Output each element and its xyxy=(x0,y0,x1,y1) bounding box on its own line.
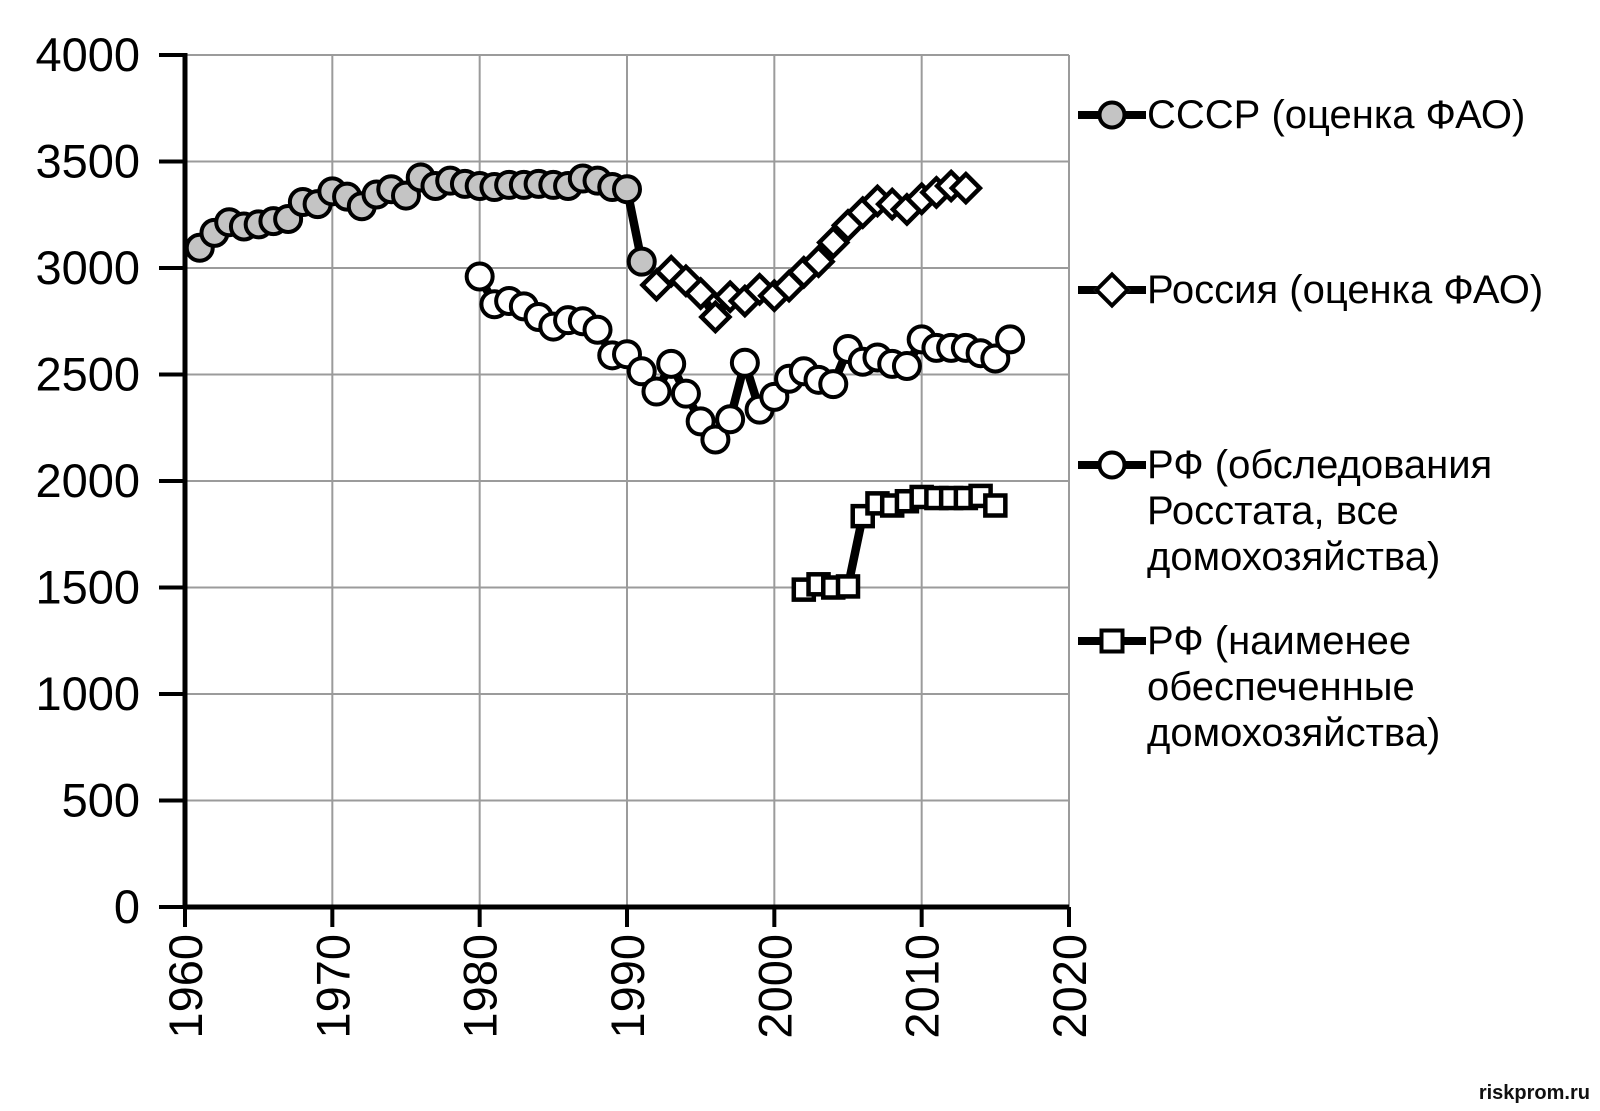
series-rf-rosstat-all-marker-1992 xyxy=(641,376,672,407)
y-tick-label-1500: 1500 xyxy=(35,561,140,614)
x-tick-label-1990: 1990 xyxy=(601,934,654,1039)
series-rf-rosstat-all-marker-2015 xyxy=(980,343,1011,374)
series-rf-rosstat-all-marker-2009 xyxy=(891,350,922,381)
series-rf-rosstat-all-marker-1994 xyxy=(670,378,701,409)
x-tick-label-2000: 2000 xyxy=(748,934,801,1039)
series-rf-rosstat-all-marker-2004 xyxy=(818,369,849,400)
series-rf-rosstat-all-marker-1988 xyxy=(582,314,613,345)
y-tick-label-1000: 1000 xyxy=(35,667,140,720)
legend-marker-ussr-fao-icon xyxy=(1078,100,1146,130)
legend-marker-rf-rosstat-all-icon xyxy=(1078,450,1146,480)
series-russia-fao-marker-2003 xyxy=(801,244,836,279)
y-tick-label-4000: 4000 xyxy=(35,28,140,81)
y-tick-label-0: 0 xyxy=(114,880,140,933)
legend-marker-rf-poorest-icon xyxy=(1078,628,1146,654)
series-rf-poorest-marker-2005 xyxy=(835,574,861,599)
legend-entry-rf-poorest: РФ (наименее обеспеченные домохозяйства) xyxy=(1078,618,1440,756)
legend-label-rf-rosstat-all: РФ (обследования Росстата, все домохозяй… xyxy=(1147,443,1493,579)
legend-entry-russia-fao: Россия (оценка ФАО) xyxy=(1078,267,1543,313)
y-tick-label-3000: 3000 xyxy=(35,241,140,294)
watermark: riskprom.ru xyxy=(1478,1082,1590,1104)
series-rf-rosstat-all-marker-1996 xyxy=(700,424,731,455)
y-tick-label-2000: 2000 xyxy=(35,454,140,507)
series-ussr-fao-marker-1991 xyxy=(626,246,657,277)
y-tick-label-2500: 2500 xyxy=(35,348,140,401)
y-tick-label-3500: 3500 xyxy=(35,135,140,188)
legend-label-ussr-fao: СССР (оценка ФАО) xyxy=(1147,93,1526,137)
x-tick-label-1970: 1970 xyxy=(306,934,359,1039)
x-tick-label-2020: 2020 xyxy=(1043,934,1096,1039)
y-tick-label-500: 500 xyxy=(62,774,140,827)
legend-entry-rf-rosstat-all: РФ (обследования Росстата, все домохозяй… xyxy=(1078,442,1492,580)
series-rf-rosstat-all-marker-2016 xyxy=(995,324,1026,355)
series-rf-rosstat-all-marker-1997 xyxy=(715,404,746,435)
series-rf-rosstat-all-marker-1993 xyxy=(656,348,687,379)
series-rf-poorest-marker-2015 xyxy=(983,493,1008,518)
series-russia-fao-marker-1996 xyxy=(698,299,733,335)
series-ussr-fao-marker-1990 xyxy=(612,174,642,205)
series-rf-rosstat-all-marker-1991 xyxy=(626,356,657,387)
series-russia-fao-marker-1995 xyxy=(683,276,718,311)
series-rf-rosstat-all-marker-1998 xyxy=(729,347,760,378)
legend-entry-ussr-fao: СССР (оценка ФАО) xyxy=(1078,92,1525,138)
legend-marker-russia-fao-icon xyxy=(1078,271,1146,309)
legend-label-russia-fao: Россия (оценка ФАО) xyxy=(1147,268,1544,312)
legend-label-rf-poorest: РФ (наименее обеспеченные домохозяйства) xyxy=(1147,619,1441,755)
x-tick-label-1960: 1960 xyxy=(159,934,212,1039)
x-tick-label-1980: 1980 xyxy=(454,934,507,1039)
series-russia-fao-marker-2004 xyxy=(816,225,851,260)
series-rf-rosstat-all-marker-1980 xyxy=(464,261,495,292)
x-tick-label-2010: 2010 xyxy=(896,934,949,1039)
series-russia-fao-marker-2013 xyxy=(948,170,984,206)
